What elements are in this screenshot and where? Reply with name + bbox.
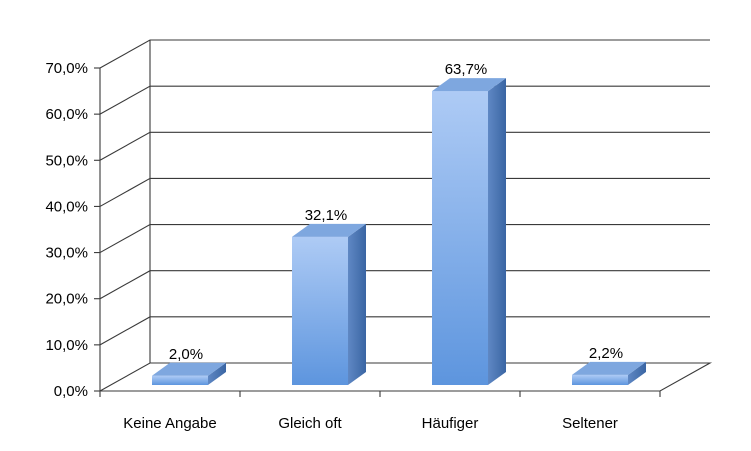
data-label: 2,2% xyxy=(589,345,623,362)
y-tick-label: 60,0% xyxy=(45,106,88,123)
x-category-label: Häufiger xyxy=(422,415,479,432)
data-label: 63,7% xyxy=(445,61,488,78)
gridline xyxy=(94,177,710,207)
gridline xyxy=(94,85,710,115)
x-category-label: Keine Angabe xyxy=(123,415,216,432)
gridline xyxy=(94,316,710,346)
y-axis-line xyxy=(99,40,151,391)
bar xyxy=(572,361,646,385)
y-tick-label: 70,0% xyxy=(45,60,88,77)
y-tick-label: 10,0% xyxy=(45,337,88,354)
y-tick-label: 30,0% xyxy=(45,245,88,262)
y-tick-label: 0,0% xyxy=(54,383,88,400)
gridline xyxy=(94,270,710,300)
gridline xyxy=(94,224,710,254)
bar xyxy=(292,223,366,385)
gridline xyxy=(94,362,713,392)
y-tick-label: 40,0% xyxy=(45,198,88,215)
x-axis-category-labels: Keine Angabe Gleich oft Häufiger Seltener xyxy=(123,415,618,432)
y-tick-label: 20,0% xyxy=(45,291,88,308)
chart-grid xyxy=(94,39,713,397)
y-tick-label: 50,0% xyxy=(45,152,88,169)
gridline xyxy=(94,39,710,69)
x-category-label: Gleich oft xyxy=(278,415,342,432)
y-axis-tick-labels: 0,0% 10,0% 20,0% 30,0% 40,0% 50,0% 60,0% 70,0% xyxy=(45,60,88,400)
gridline xyxy=(94,131,710,161)
x-category-label: Seltener xyxy=(562,415,618,432)
chart-data-labels: 2,0% 32,1% 63,7% 2,2% xyxy=(169,61,623,363)
bar xyxy=(152,362,226,385)
chart-bars xyxy=(152,78,646,385)
bar xyxy=(432,78,506,385)
data-label: 2,0% xyxy=(169,346,203,363)
data-label: 32,1% xyxy=(305,207,348,224)
